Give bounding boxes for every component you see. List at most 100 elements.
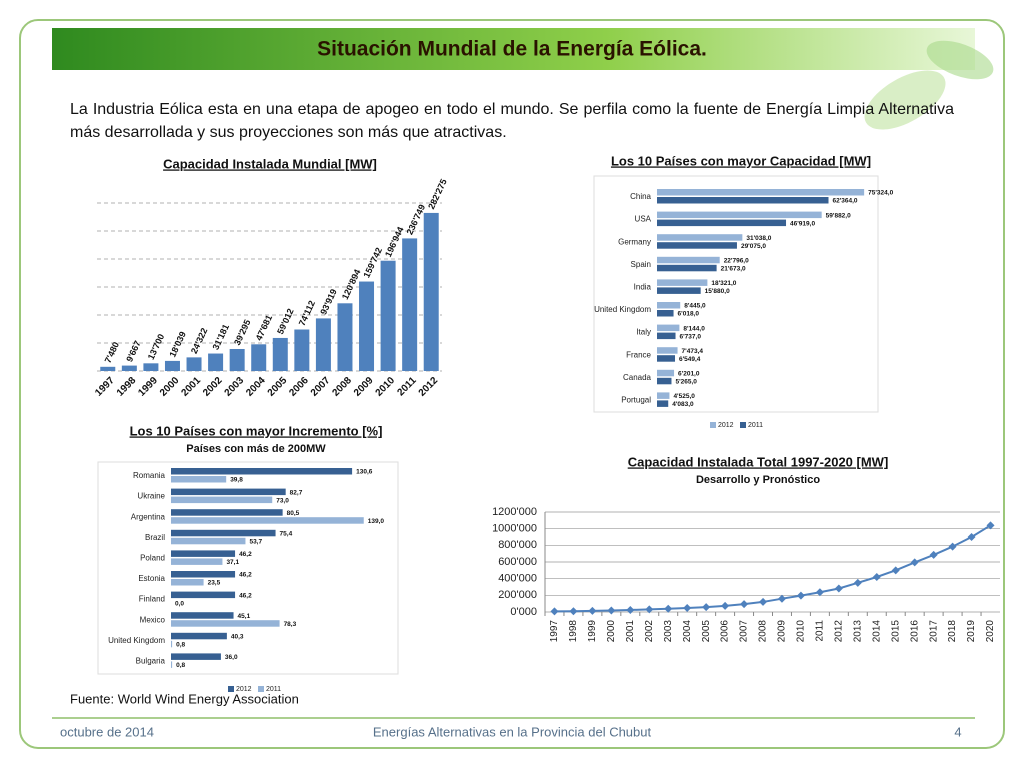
bar [143, 363, 159, 371]
bar [657, 324, 680, 332]
data-label: 8'445,0 [684, 303, 706, 310]
bar [657, 211, 822, 219]
x-tick-label: 2012 [417, 375, 441, 399]
bar [164, 360, 180, 371]
data-label: 47'681 [254, 313, 275, 342]
x-tick-label: 2000 [606, 620, 617, 643]
data-label: 23,5 [208, 580, 221, 587]
x-tick-label: 1998 [115, 375, 139, 399]
bar [171, 517, 364, 524]
y-tick-label: Canada [623, 373, 652, 382]
x-tick-label: 2020 [985, 620, 996, 643]
data-label: 18'039 [167, 330, 188, 359]
data-label: 80,5 [287, 510, 300, 517]
y-tick-label: Mexico [140, 615, 166, 624]
data-label: 78,3 [284, 621, 297, 628]
bar [657, 355, 676, 362]
x-tick-label: 2011 [815, 620, 826, 642]
x-tick-label: 2000 [158, 375, 182, 399]
x-tick-label: 1999 [136, 375, 160, 399]
footer-center: Energías Alternativas en la Provincia de… [373, 724, 652, 739]
bar [657, 264, 717, 272]
y-tick-label: Ukraine [137, 492, 165, 501]
x-tick-label: 2005 [701, 620, 712, 643]
y-tick-label: 200'000 [498, 589, 537, 601]
x-tick-label: 2003 [663, 620, 674, 643]
legend-label: 2011 [266, 686, 281, 693]
bar [171, 468, 353, 475]
x-tick-label: 2012 [833, 620, 844, 643]
slide-border [19, 19, 1005, 749]
bar [229, 348, 245, 371]
data-point [569, 607, 578, 616]
legend-swatch [258, 686, 264, 692]
data-point [967, 533, 976, 541]
y-tick-label: Argentina [131, 512, 166, 521]
chart-title: Capacidad Instalada Total 1997-2020 [MW] [628, 454, 889, 469]
x-tick-label: 2007 [309, 375, 333, 399]
bar [186, 357, 202, 371]
data-point [702, 603, 711, 612]
y-tick-label: China [630, 192, 651, 201]
y-tick-label: 0'000 [510, 606, 537, 618]
bar [171, 476, 227, 483]
bar [171, 537, 246, 545]
x-tick-label: 1999 [587, 620, 598, 643]
data-label: 93'919 [318, 287, 339, 316]
data-point [740, 600, 749, 609]
data-label: 59'882,0 [826, 212, 851, 219]
bar [171, 509, 283, 516]
data-label: 40,3 [231, 634, 244, 641]
bar [208, 353, 224, 371]
x-tick-label: 2018 [947, 620, 958, 643]
x-tick-label: 2005 [266, 375, 290, 399]
bar [657, 242, 737, 249]
data-label: 75,4 [280, 531, 293, 538]
data-label: 46'919,0 [790, 220, 815, 227]
data-line [554, 524, 992, 613]
data-label: 0,8 [176, 662, 185, 669]
chart-subtitle: Países con más de 200MW [186, 443, 326, 455]
bar [171, 612, 234, 619]
header-band [52, 28, 975, 70]
bar [657, 256, 720, 264]
bar [272, 337, 288, 371]
bar [171, 653, 221, 660]
data-label: 39,8 [230, 477, 243, 484]
data-point [664, 604, 673, 613]
bar [337, 303, 353, 371]
chart-title: Los 10 Países con mayor Incremento [%] [130, 423, 383, 438]
x-tick-label: 2008 [330, 375, 354, 399]
bar [171, 579, 204, 586]
bar [171, 496, 273, 504]
data-label: 45,1 [238, 613, 251, 620]
data-label: 18'321,0 [711, 280, 736, 287]
data-label: 0,8 [176, 642, 185, 649]
bar [359, 281, 375, 371]
leaf [926, 40, 994, 80]
y-tick-label: Romania [133, 471, 166, 480]
bar [100, 366, 116, 371]
data-label: 7'480 [103, 340, 121, 364]
data-label: 6'737,0 [680, 333, 702, 340]
bar [171, 550, 236, 557]
x-tick-label: 2006 [720, 620, 731, 643]
page-number: 4 [954, 724, 961, 739]
x-tick-label: 2010 [796, 620, 807, 643]
data-point [626, 605, 635, 614]
y-tick-label: United Kingdom [594, 305, 651, 314]
y-tick-label: Bulgaria [136, 657, 166, 666]
y-tick-label: 400'000 [498, 573, 537, 585]
y-tick-label: 1000'000 [492, 523, 537, 535]
bar [171, 661, 173, 668]
y-tick-label: 1200'000 [492, 506, 537, 518]
bar [657, 392, 670, 399]
x-tick-label: 2017 [928, 620, 939, 643]
x-tick-label: 2009 [352, 375, 376, 399]
slide-title: Situación Mundial de la Energía Eólica. [317, 38, 707, 61]
data-point [815, 588, 824, 597]
data-label: 31'038,0 [746, 235, 771, 242]
data-label: 6'201,0 [678, 371, 700, 378]
data-label: 139,0 [368, 518, 385, 525]
bar [294, 329, 310, 371]
